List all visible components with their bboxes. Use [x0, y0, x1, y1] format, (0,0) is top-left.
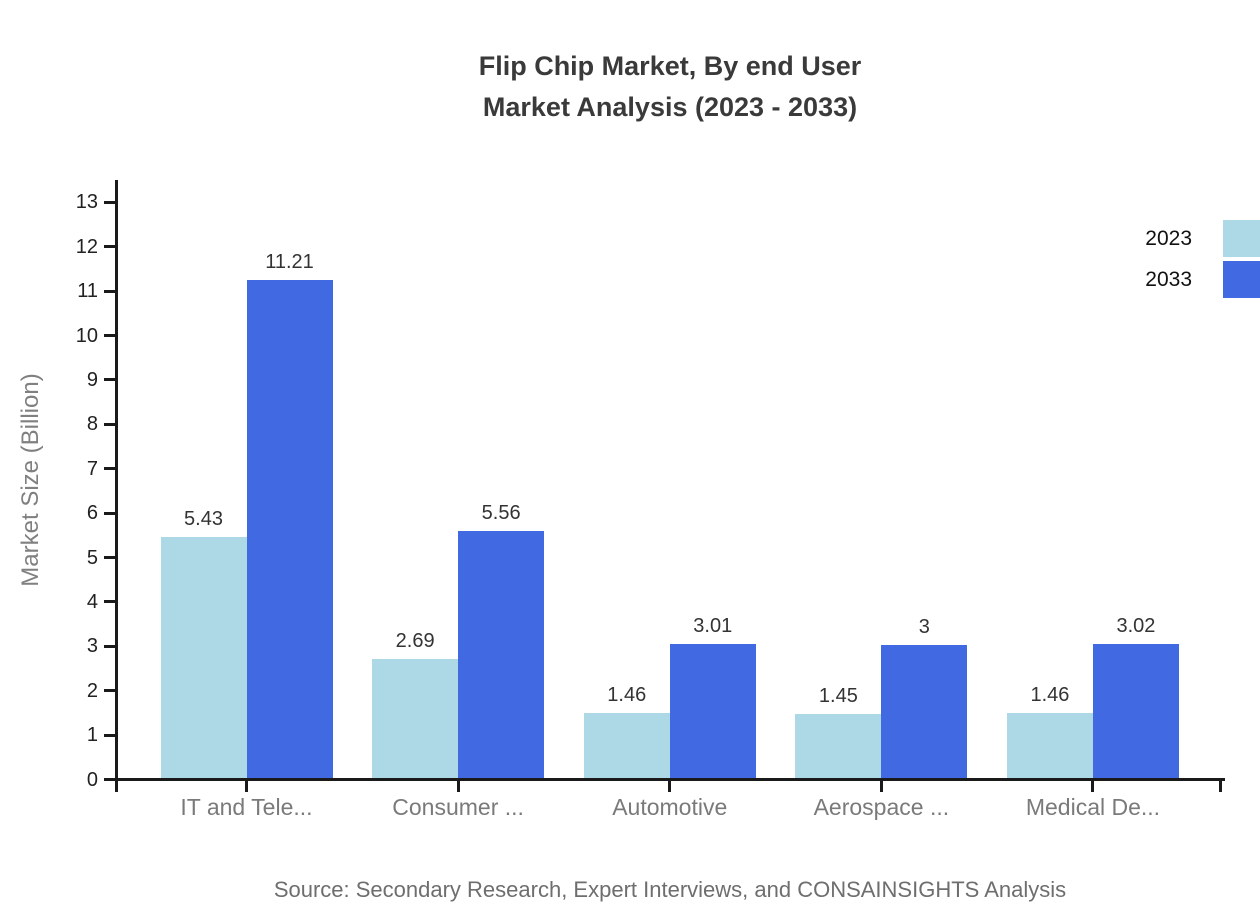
bar-value-label: 1.46: [1030, 684, 1070, 707]
bar-value-label: 1.45: [818, 684, 858, 707]
bar-value-label: 2.69: [395, 629, 435, 652]
y-tick-label: 9: [86, 368, 98, 391]
x-category-label: IT and Tele...: [180, 794, 313, 820]
x-tick: [456, 781, 460, 792]
x-axis-line: [115, 778, 1225, 781]
bar-2033: [246, 280, 333, 778]
y-tick: [104, 556, 115, 559]
y-tick: [104, 245, 115, 249]
legend: 2023 2033: [1145, 220, 1260, 298]
y-tick: [104, 289, 115, 293]
y-tick-label: 12: [75, 235, 98, 258]
y-tick-label: 4: [86, 590, 98, 613]
y-tick-label: 6: [86, 502, 98, 525]
bar-2033: [458, 531, 545, 778]
bar-value-label: 3.02: [1116, 614, 1156, 637]
legend-label: 2033: [1145, 267, 1192, 291]
bar-2023: [583, 713, 670, 778]
y-tick: [104, 733, 115, 737]
bar-value-label: 1.46: [607, 684, 647, 707]
x-category-label: Automotive: [612, 794, 728, 820]
y-tick-label: 10: [75, 324, 98, 347]
chart-title-line1: Flip Chip Market, By end User: [478, 51, 862, 81]
legend-swatch-icon: [1223, 261, 1260, 298]
legend-swatch-icon: [1223, 220, 1260, 257]
bar-2023: [1006, 713, 1093, 778]
y-tick-label: 5: [86, 546, 98, 569]
y-tick: [104, 644, 115, 648]
legend-item-2023: 2023: [1145, 220, 1260, 257]
bar-value-label: 3.01: [693, 615, 733, 638]
bar-2023: [795, 713, 882, 778]
bar-value-label: 3: [918, 615, 930, 638]
y-tick-label: 7: [86, 457, 98, 480]
bar-2033: [881, 644, 968, 778]
chart-title-line2: Market Analysis (2023 - 2033): [482, 92, 858, 122]
y-tick: [104, 467, 115, 471]
bar-value-label: 5.43: [184, 507, 223, 530]
legend-label: 2023: [1145, 226, 1192, 250]
y-tick: [104, 511, 115, 515]
bar-value-label: 5.56: [481, 502, 521, 525]
x-tick: [245, 781, 248, 792]
y-tick: [104, 600, 115, 604]
x-axis-end-tick: [1219, 781, 1222, 792]
y-tick: [104, 378, 115, 382]
chart-title: Flip Chip Market, By end User Market Ana…: [118, 46, 1222, 128]
x-category-label: Aerospace ...: [813, 794, 950, 820]
x-category-label: Medical De...: [1025, 794, 1161, 820]
x-category-label: Consumer ...: [392, 794, 524, 820]
legend-item-2033: 2033: [1145, 261, 1260, 298]
y-axis-line: [115, 180, 118, 792]
x-tick: [668, 781, 672, 792]
x-tick: [879, 781, 883, 792]
source-note: Source: Secondary Research, Expert Inter…: [273, 877, 1067, 902]
y-tick: [104, 689, 115, 693]
bar-2033: [1092, 643, 1179, 778]
y-tick-label: 2: [86, 679, 98, 702]
y-tick-label: 8: [86, 413, 98, 436]
y-tick-label: 11: [77, 280, 98, 303]
y-tick: [104, 422, 115, 426]
y-tick: [104, 334, 115, 337]
y-tick-label: 1: [86, 724, 98, 747]
y-tick-label: 3: [86, 635, 98, 658]
y-tick: [104, 200, 115, 204]
bar-value-label: 11.21: [265, 251, 314, 274]
bar-2033: [669, 644, 756, 778]
bar-2023: [372, 658, 459, 778]
y-tick-label: 13: [75, 191, 98, 214]
bar-2023: [160, 536, 247, 778]
y-tick-label: 0: [86, 768, 98, 791]
x-tick: [1091, 781, 1095, 792]
y-tick: [104, 778, 115, 781]
